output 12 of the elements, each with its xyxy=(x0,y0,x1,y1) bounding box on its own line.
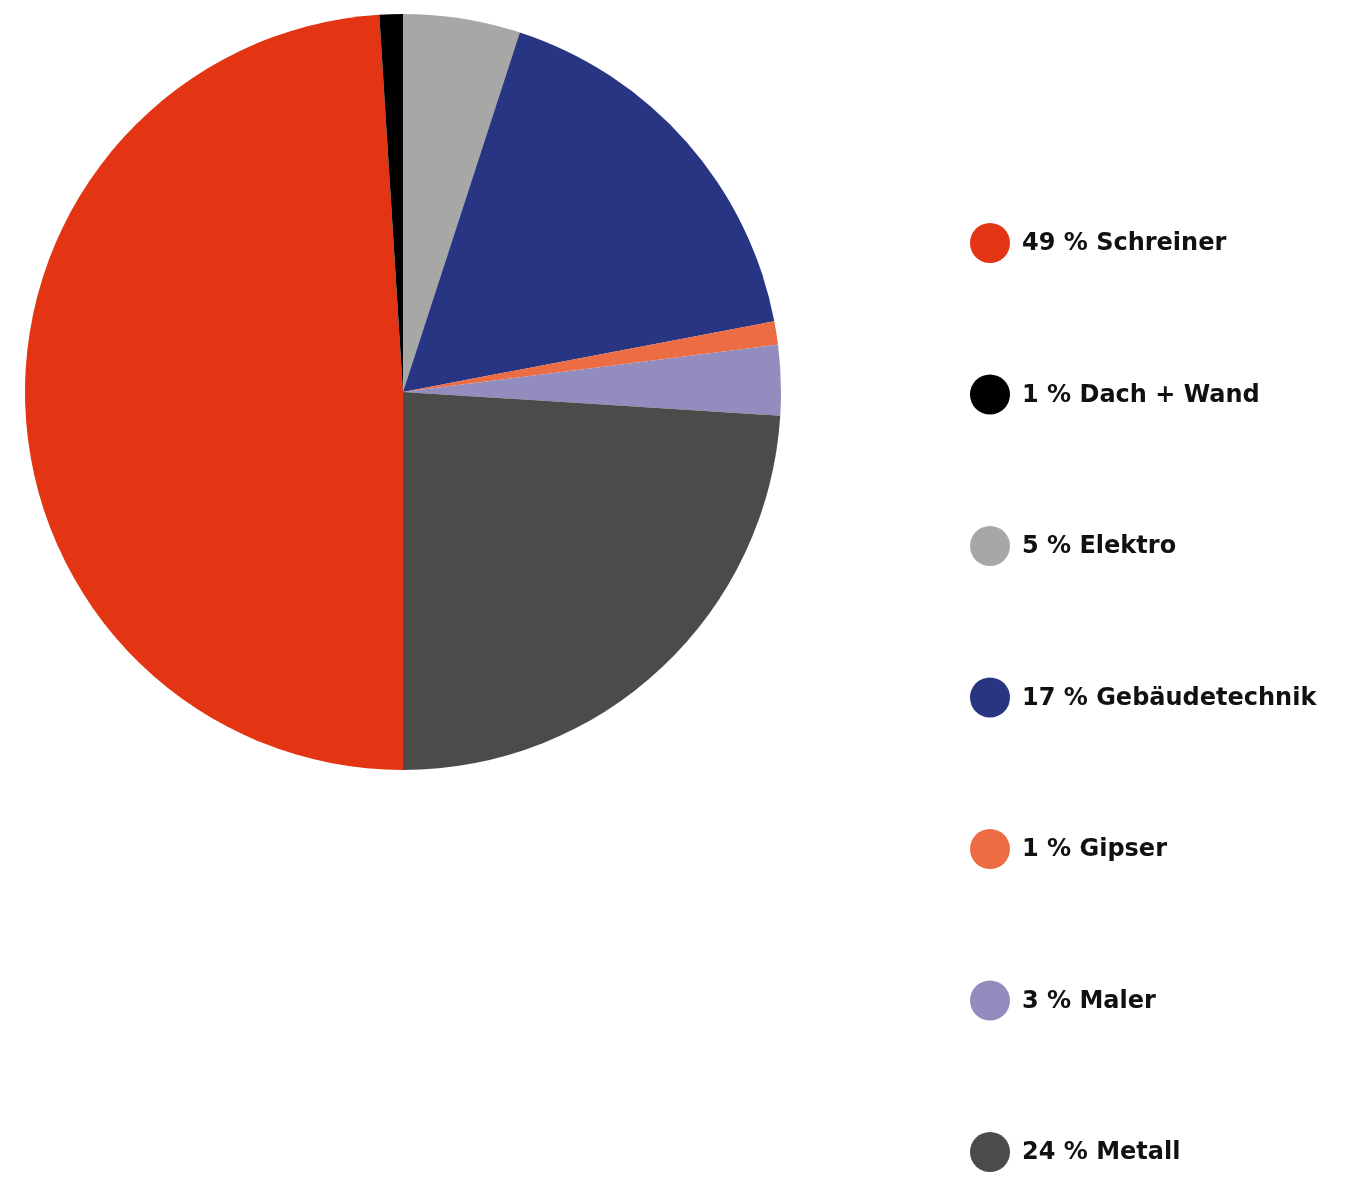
pie-slice xyxy=(25,14,403,770)
legend-label: 17 % Gebäudetechnik xyxy=(1022,682,1318,711)
legend-label: 1 % Dach + Wand xyxy=(1022,379,1260,408)
legend-label: 5 % Elektro xyxy=(1022,531,1177,559)
legend-label: 1 % Gipser xyxy=(1022,834,1168,862)
pie-slice xyxy=(403,321,779,392)
legend-label: 24 % Metall xyxy=(1022,1137,1181,1165)
pie-slice xyxy=(403,32,775,392)
pie-slice xyxy=(403,392,781,770)
legend-label: 49 % Schreiner xyxy=(1022,228,1227,256)
legend-label: 3 % Maler xyxy=(1022,985,1157,1014)
pie-slice xyxy=(403,14,520,392)
